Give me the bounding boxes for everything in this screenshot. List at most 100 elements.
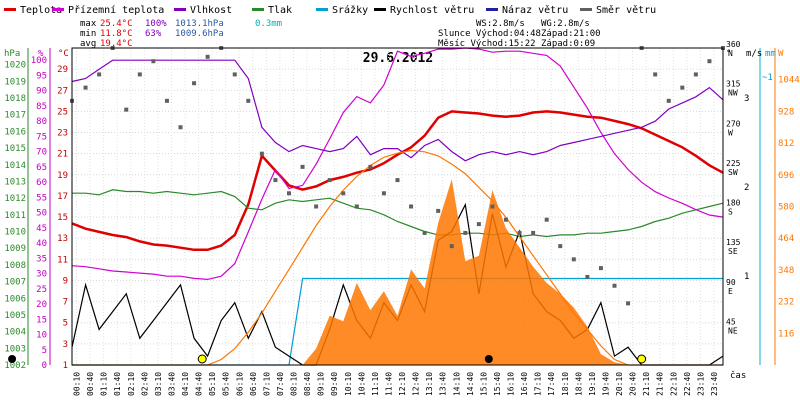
series-line-3	[72, 189, 724, 238]
x-tick-label: 01:10	[100, 372, 109, 396]
w-tick: 928	[778, 107, 794, 117]
pct-axis-label: %	[38, 49, 44, 59]
legend-swatch	[580, 8, 592, 11]
hpa-tick: 1008	[4, 261, 26, 271]
wind-direction-point	[151, 59, 156, 64]
x-tick-label: 02:10	[127, 372, 136, 396]
hpa-tick: 1019	[4, 77, 26, 87]
wind-direction-point	[693, 72, 698, 77]
wind-direction-point	[381, 191, 386, 196]
hpa-tick: 1010	[4, 228, 26, 238]
hpa-axis-label: hPa	[4, 49, 20, 59]
wind-direction-point	[463, 230, 468, 235]
ms-tick: 2	[744, 183, 749, 193]
stat-moon-set: Západ:0:09	[541, 39, 595, 49]
legend-swatch	[252, 8, 264, 11]
x-axis-label: čas	[730, 370, 746, 381]
dir-compass: SW	[728, 168, 738, 177]
x-tick-label: 04:40	[195, 372, 204, 396]
x-tick-label: 14:10	[452, 372, 461, 396]
dir-axis-label: °	[726, 49, 731, 59]
legend-label: Vlhkost	[190, 5, 232, 16]
hpa-tick: 1011	[4, 211, 26, 221]
series-line-0	[71, 110, 724, 252]
wind-direction-point	[341, 191, 346, 196]
w-tick: 464	[778, 234, 794, 244]
stat-pressure: 1013.1hPa	[175, 19, 224, 29]
pct-tick: 5	[42, 346, 47, 356]
x-tick-label: 05:40	[222, 372, 231, 396]
ms-axis-label: m/s	[746, 49, 762, 59]
x-tick-label: 18:40	[574, 372, 583, 396]
wind-direction-point	[300, 164, 305, 169]
wind-direction-point	[422, 230, 427, 235]
w-axis-label: W	[778, 49, 784, 59]
wind-direction-point	[192, 81, 197, 86]
wind-direction-point	[83, 85, 88, 90]
stat-sun: Slunce Východ:04:48	[438, 29, 541, 39]
stat-humidity: 100%	[145, 19, 167, 29]
hpa-tick: 1006	[4, 294, 26, 304]
x-tick-label: 18:10	[561, 372, 570, 396]
temp-tick: 9	[63, 276, 68, 286]
legend-label: Přízemní teplota	[68, 4, 164, 16]
x-tick-label: 11:40	[384, 372, 393, 396]
x-tick-label: 23:10	[696, 372, 705, 396]
w-tick: 812	[778, 139, 794, 149]
mm-axis-label: mm	[765, 49, 776, 59]
stat-humidity: 63%	[145, 29, 162, 39]
x-tick-label: 19:40	[601, 372, 610, 396]
hpa-tick: 1020	[4, 61, 26, 71]
x-tick-label: 15:10	[479, 372, 488, 396]
stat-wind-speed: WS:2.8m/s	[476, 19, 525, 29]
temp-tick: 3	[63, 340, 68, 350]
pct-tick: 95	[36, 71, 47, 81]
pct-tick: 100	[31, 56, 47, 66]
wind-direction-point	[476, 222, 481, 227]
stat-temp: 19.4°C	[100, 39, 133, 49]
legend-swatch	[374, 8, 386, 11]
hpa-tick: 1002	[4, 361, 26, 371]
wind-direction-point	[531, 230, 536, 235]
wind-direction-point	[544, 217, 549, 222]
pct-tick: 85	[36, 102, 47, 112]
sunset-marker	[637, 354, 647, 364]
moonset-marker	[8, 355, 17, 363]
x-tick-label: 21:40	[656, 372, 665, 396]
stat-pressure: 1009.6hPa	[175, 29, 224, 39]
x-tick-label: 03:10	[154, 372, 163, 396]
pct-tick: 35	[36, 254, 47, 264]
wind-direction-point	[178, 125, 183, 130]
x-tick-label: 00:40	[86, 372, 95, 396]
ms-tick: 1	[744, 272, 749, 282]
pct-tick: 75	[36, 132, 47, 142]
series-line-1	[71, 47, 724, 281]
wind-direction-point	[124, 107, 129, 112]
temp-tick: 29	[57, 65, 68, 75]
hpa-tick: 1013	[4, 177, 26, 187]
hpa-tick: 1017	[4, 111, 26, 121]
temp-tick: 25	[57, 107, 68, 117]
temp-axis-label: °C	[58, 49, 69, 59]
temp-tick: 23	[57, 129, 68, 139]
x-tick-label: 20:40	[629, 372, 638, 396]
x-tick-label: 17:10	[534, 372, 543, 396]
x-tick-label: 01:40	[113, 372, 122, 396]
x-tick-label: 00:10	[73, 372, 82, 396]
dir-tick: 90	[726, 278, 736, 287]
w-tick: 1044	[778, 76, 800, 86]
dir-compass: NE	[728, 326, 738, 335]
x-tick-label: 17:40	[547, 372, 556, 396]
temp-tick: 1	[63, 361, 68, 371]
wind-direction-point	[612, 283, 617, 288]
pct-tick: 65	[36, 163, 47, 173]
temp-tick: 17	[57, 192, 68, 202]
hpa-tick: 1004	[4, 328, 26, 338]
wind-direction-point	[666, 98, 671, 103]
w-tick: 696	[778, 171, 794, 181]
hpa-tick: 1012	[4, 194, 26, 204]
hpa-tick: 1018	[4, 94, 26, 104]
wind-direction-point	[436, 208, 441, 213]
